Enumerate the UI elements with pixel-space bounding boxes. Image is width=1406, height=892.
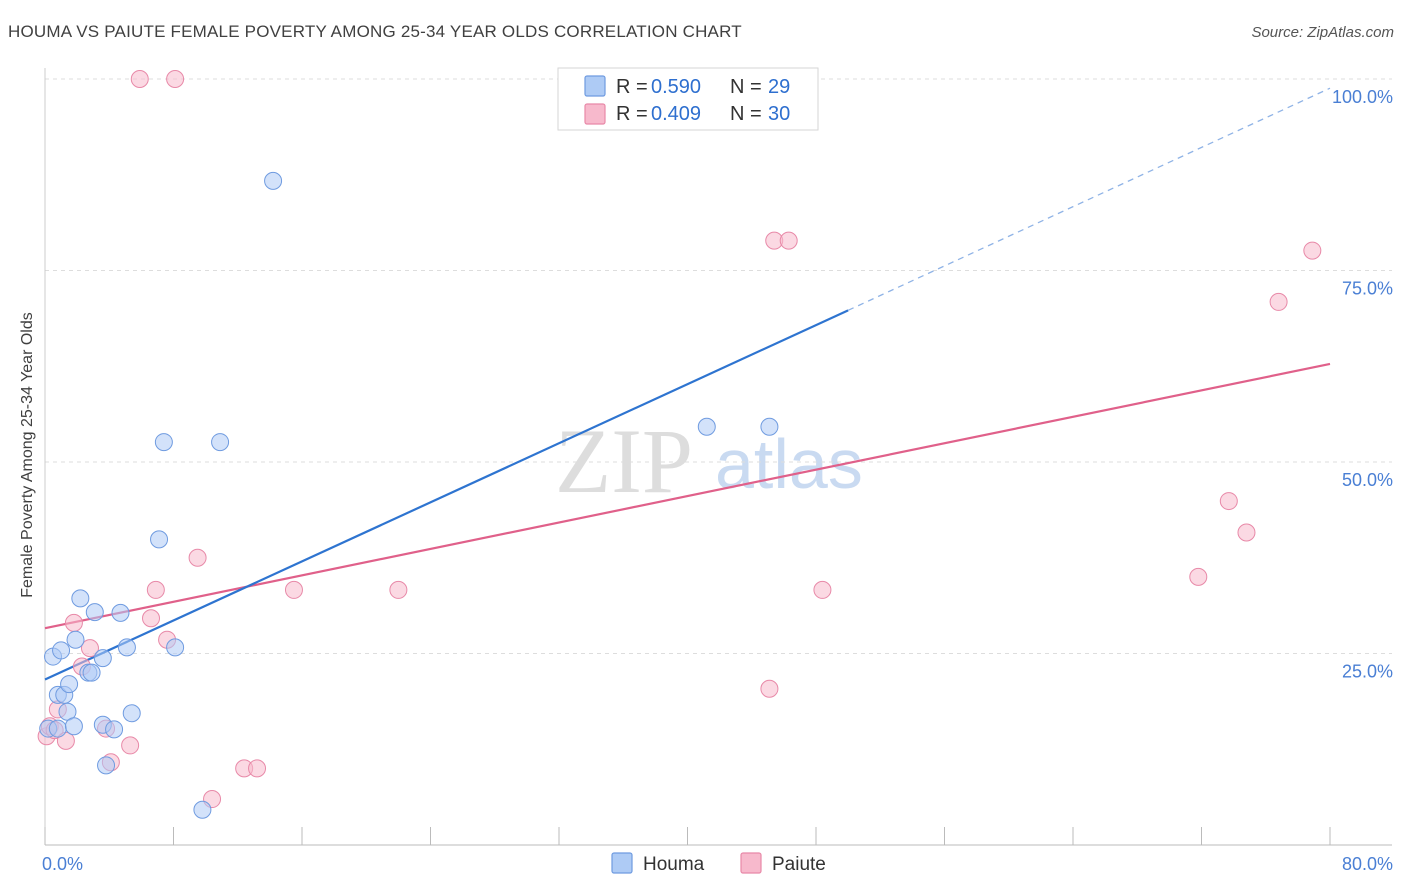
houma-point xyxy=(64,717,83,736)
houma-point xyxy=(48,719,67,738)
paiute-point xyxy=(188,548,207,567)
legend-paiute-label: Paiute xyxy=(772,854,826,875)
tick-labels: 25.0% 50.0% 75.0% 100.0% 0.0% 80.0% xyxy=(42,87,1393,874)
paiute-trend-line xyxy=(44,362,1331,630)
paiute-point xyxy=(248,759,267,778)
y-tick-label-1: 50.0% xyxy=(1342,470,1393,490)
houma-swatch xyxy=(584,75,606,97)
x-tick-label-1: 80.0% xyxy=(1342,854,1393,874)
paiute-point xyxy=(779,231,798,250)
houma-r-label: R = xyxy=(616,76,648,98)
paiute-point xyxy=(760,679,779,698)
paiute-point xyxy=(80,639,99,658)
houma-point xyxy=(52,641,71,660)
houma-point xyxy=(66,630,85,649)
paiute-n-label: N = xyxy=(730,103,762,125)
houma-point xyxy=(111,603,130,622)
paiute-point xyxy=(1303,241,1322,260)
paiute-point xyxy=(64,613,83,632)
houma-point xyxy=(117,638,136,657)
paiute-point xyxy=(813,580,832,599)
paiute-point xyxy=(284,580,303,599)
houma-n-label: N = xyxy=(730,76,762,98)
paiute-point xyxy=(121,736,140,755)
legend-houma-swatch xyxy=(611,852,633,874)
paiute-point xyxy=(142,609,161,628)
houma-point xyxy=(154,433,173,452)
y-tick-label-0: 25.0% xyxy=(1342,662,1393,682)
paiute-point xyxy=(1237,523,1256,542)
houma-point xyxy=(760,417,779,436)
paiute-point xyxy=(130,70,149,88)
paiute-point xyxy=(1269,292,1288,311)
y-tick-label-3: 100.0% xyxy=(1332,87,1393,107)
houma-point xyxy=(166,638,185,657)
chart-title: HOUMA VS PAIUTE FEMALE POVERTY AMONG 25-… xyxy=(8,22,742,41)
paiute-r-value: 0.409 xyxy=(651,103,701,125)
y-tick-label-2: 75.0% xyxy=(1342,279,1393,299)
stats-legend: R = 0.590 N = 29 R = 0.409 N = 30 xyxy=(557,67,819,131)
paiute-point xyxy=(1219,492,1238,511)
data-points xyxy=(37,70,1322,819)
houma-point xyxy=(85,603,104,622)
paiute-n-value: 30 xyxy=(768,103,790,125)
houma-point xyxy=(93,649,112,668)
houma-point xyxy=(97,756,116,775)
houma-n-value: 29 xyxy=(768,76,790,98)
bottom-legend: Houma Paiute xyxy=(611,852,826,875)
legend-paiute-swatch xyxy=(740,852,762,874)
houma-point xyxy=(150,530,169,549)
paiute-r-label: R = xyxy=(616,103,648,125)
houma-point xyxy=(697,417,716,436)
source-attribution: Source: ZipAtlas.com xyxy=(1251,24,1394,41)
paiute-point xyxy=(389,580,408,599)
houma-point xyxy=(60,675,79,694)
houma-point xyxy=(211,433,230,452)
x-tick-label-0: 0.0% xyxy=(42,854,83,874)
houma-trend-line xyxy=(44,309,849,681)
trend-lines xyxy=(44,87,1331,681)
axes xyxy=(44,68,1392,846)
houma-point xyxy=(193,800,212,819)
houma-point xyxy=(122,704,141,723)
houma-point xyxy=(105,720,124,739)
houma-point xyxy=(71,589,90,608)
paiute-point xyxy=(1189,567,1208,586)
watermark-zip: ZIP xyxy=(555,410,693,512)
houma-point xyxy=(264,171,283,190)
houma-r-value: 0.590 xyxy=(651,76,701,98)
paiute-swatch xyxy=(584,103,606,125)
houma-point xyxy=(82,663,101,682)
paiute-point xyxy=(146,580,165,599)
legend-houma-label: Houma xyxy=(643,854,705,875)
gridlines xyxy=(45,78,1392,654)
paiute-point xyxy=(166,70,185,88)
houma-trend-extension xyxy=(847,87,1331,311)
